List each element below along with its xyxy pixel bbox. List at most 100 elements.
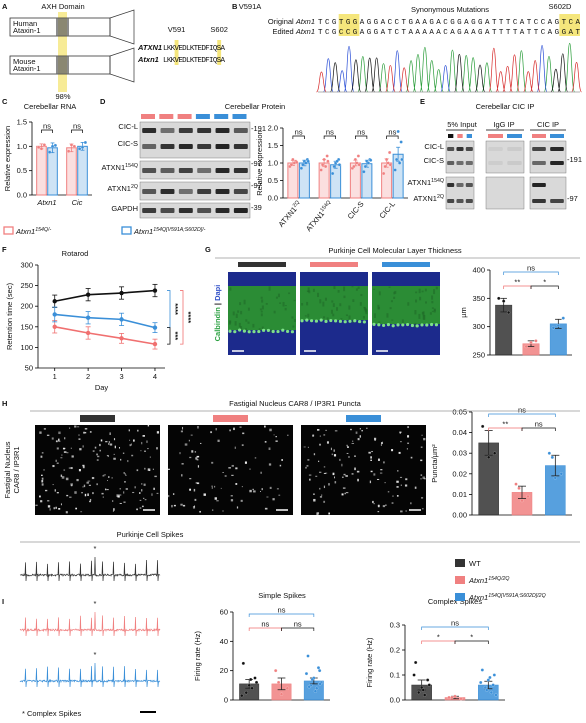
puncta: [39, 431, 42, 434]
significance-label: ****: [184, 311, 193, 323]
puncta: [396, 486, 399, 488]
puncta: [74, 491, 77, 494]
purkinje-cell: [420, 323, 424, 327]
puncta: [264, 441, 267, 443]
bar: [66, 147, 77, 196]
puncta: [65, 511, 68, 514]
texture: [363, 307, 366, 311]
puncta: [156, 447, 158, 450]
band: [465, 183, 473, 187]
puncta: [194, 451, 197, 453]
puncta: [193, 488, 196, 492]
significance-label: ns: [518, 406, 526, 415]
puncta: [136, 469, 139, 472]
significance-label: ns: [535, 420, 543, 429]
footnote: * Complex Spikes: [22, 709, 81, 718]
data-point: [489, 690, 493, 695]
puncta: [78, 469, 81, 472]
puncta: [241, 444, 244, 447]
data-point: [453, 694, 457, 698]
puncta: [214, 497, 217, 500]
mw-marker: -97: [251, 181, 262, 190]
puncta: [230, 495, 233, 497]
data-point: [479, 680, 483, 685]
puncta: [152, 468, 154, 470]
y-tick-label: 0.0: [17, 191, 27, 200]
texture: [261, 299, 264, 303]
puncta: [319, 443, 321, 446]
group-swatch: [195, 114, 210, 119]
sequence: TCGTGGAGGACCTGAAGACGGAGGATTTCATCCAGTCA: [318, 19, 580, 27]
puncta: [89, 500, 91, 503]
data-point: [414, 660, 418, 665]
texture: [362, 316, 365, 319]
band: [456, 147, 464, 151]
puncta: [379, 472, 383, 474]
chart-title: Complex Spikes: [428, 597, 482, 606]
significance-bracket: [292, 135, 305, 139]
data-point: [247, 683, 251, 687]
puncta: [421, 434, 423, 436]
puncta: [41, 477, 44, 480]
blot: [445, 140, 475, 174]
puncta: [203, 493, 206, 496]
band: [532, 183, 546, 187]
y-tick-label: 250: [472, 351, 485, 360]
puncta: [345, 475, 348, 477]
texture: [306, 301, 309, 306]
puncta: [319, 471, 322, 473]
data-point: [279, 692, 284, 696]
mutation-label: Synonymous Mutations: [411, 5, 489, 14]
data-point: [276, 680, 281, 685]
purkinje-cell: [262, 328, 266, 332]
data-point: [420, 685, 424, 690]
puncta: [351, 442, 355, 444]
puncta: [323, 434, 326, 436]
band: [532, 147, 546, 151]
band: [507, 161, 522, 165]
puncta: [69, 427, 71, 429]
puncta: [63, 469, 66, 471]
text-part: Fastigial Nucleus: [3, 441, 12, 498]
puncta: [399, 432, 401, 434]
puncta: [92, 492, 94, 495]
texture: [291, 316, 294, 319]
texture: [260, 313, 263, 317]
puncta: [64, 437, 66, 440]
text-sup: 154Q/2Q: [488, 576, 509, 582]
puncta: [192, 506, 196, 509]
y-tick-label: 1.0: [268, 159, 278, 168]
group-swatch: [550, 134, 564, 138]
texture: [418, 288, 421, 294]
significance-bracket: [167, 327, 171, 345]
significance-bracket: [530, 285, 559, 289]
series-line: [54, 326, 156, 345]
significance-label: *: [470, 633, 473, 642]
puncta: [148, 469, 151, 471]
puncta: [66, 452, 69, 454]
puncta: [382, 441, 383, 445]
panel-letter: F: [2, 245, 7, 254]
puncta: [269, 486, 272, 490]
data-point: [291, 157, 295, 162]
data-point: [331, 171, 335, 176]
puncta: [132, 491, 135, 494]
puncta: [146, 440, 148, 443]
blot-label: ATXN1154Q: [102, 163, 138, 172]
puncta: [55, 440, 58, 443]
puncta: [254, 457, 257, 459]
puncta: [79, 448, 82, 451]
band: [197, 144, 212, 149]
texture: [377, 304, 380, 310]
data-point: [306, 654, 310, 658]
puncta: [370, 459, 372, 461]
puncta: [105, 441, 108, 443]
puncta: [214, 485, 216, 488]
data-point: [357, 163, 361, 167]
puncta: [142, 435, 145, 437]
texture: [235, 313, 238, 318]
y-tick-label: 100: [20, 343, 33, 352]
significance-label: ns: [278, 606, 286, 615]
group-swatch: [177, 114, 192, 119]
data-point: [514, 482, 518, 486]
